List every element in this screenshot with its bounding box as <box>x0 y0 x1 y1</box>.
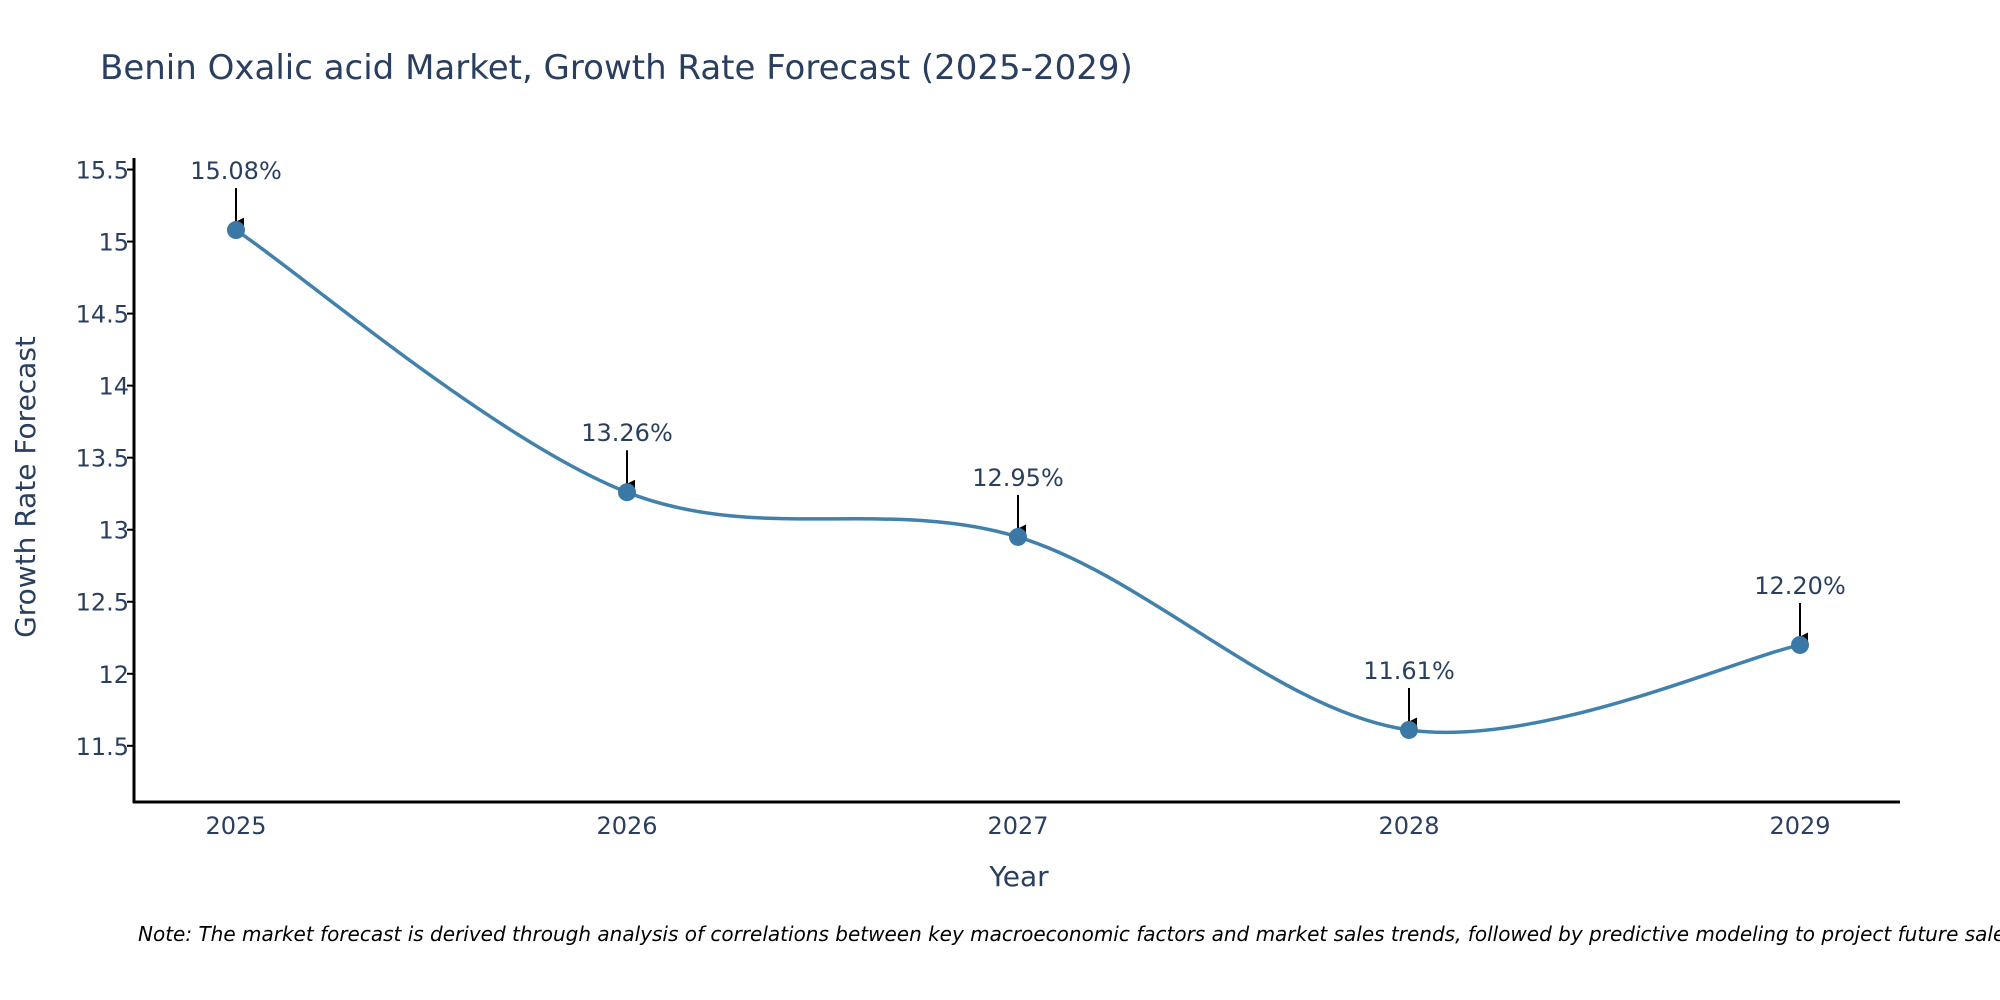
y-axis-ticks: 11.5 12 12.5 13 13.5 14 14.5 15 15.5 <box>76 157 134 761</box>
x-tick-label: 2028 <box>1378 812 1439 840</box>
data-label: 11.61% <box>1363 657 1455 685</box>
y-tick-label: 13.5 <box>76 445 129 473</box>
forecast-note: Note: The market forecast is derived thr… <box>138 922 2000 946</box>
y-axis-title: Growth Rate Forecast <box>9 336 42 638</box>
data-point <box>1400 720 1418 739</box>
x-tick-label: 2029 <box>1769 812 1830 840</box>
data-label: 12.20% <box>1754 572 1846 600</box>
data-label: 15.08% <box>190 157 282 185</box>
y-tick-label: 12.5 <box>76 589 129 617</box>
y-tick-label: 15 <box>98 229 129 257</box>
data-point <box>1791 635 1809 654</box>
data-point <box>618 483 636 502</box>
y-tick-label: 14.5 <box>76 301 129 329</box>
x-axis-ticks: 2025 2026 2027 2028 2029 <box>205 812 1830 840</box>
y-tick-label: 14 <box>98 373 129 401</box>
data-point <box>227 221 245 240</box>
data-point <box>1009 527 1027 546</box>
y-tick-label: 11.5 <box>76 733 129 761</box>
y-tick-label: 13 <box>98 517 129 545</box>
data-annotations: 15.08% 13.26% 12.95% 11.61% 12.20% <box>190 157 1846 727</box>
data-label: 13.26% <box>581 419 673 447</box>
chart-title: Benin Oxalic acid Market, Growth Rate Fo… <box>100 48 1133 88</box>
data-markers <box>227 221 1809 739</box>
x-axis-title: Year <box>988 860 1049 893</box>
data-label: 12.95% <box>972 464 1064 492</box>
x-tick-label: 2027 <box>987 812 1048 840</box>
x-tick-label: 2026 <box>596 812 657 840</box>
y-tick-label: 15.5 <box>76 157 129 185</box>
x-tick-label: 2025 <box>205 812 266 840</box>
y-tick-label: 12 <box>98 661 129 689</box>
